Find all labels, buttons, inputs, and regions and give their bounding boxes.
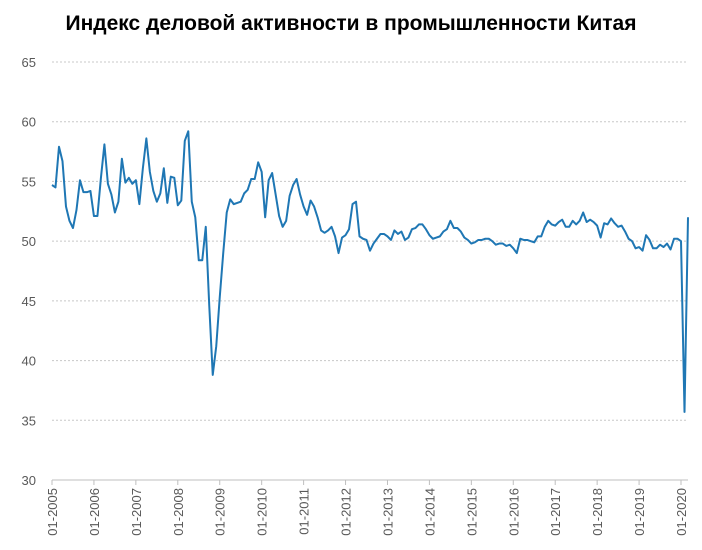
x-tick-label: 01-2018: [590, 488, 605, 536]
x-tick-label: 01-2013: [380, 488, 395, 536]
x-tick-label: 01-2015: [464, 488, 479, 536]
x-tick-label: 01-2005: [45, 488, 60, 536]
x-tick-label: 01-2014: [422, 488, 437, 536]
gridlines: [52, 61, 688, 421]
y-tick-labels: 30 35 40 45 50 55 60 65: [22, 55, 36, 488]
y-tick-label: 55: [22, 174, 36, 189]
y-tick-label: 50: [22, 234, 36, 249]
chart-title: Индекс деловой активности в промышленнос…: [65, 12, 637, 35]
x-tick-label: 01-2006: [87, 488, 102, 536]
x-tick-label: 01-2016: [506, 488, 521, 536]
y-tick-label: 65: [22, 55, 36, 70]
x-tick-label: 01-2009: [213, 488, 228, 536]
x-tick-label: 01-2019: [632, 488, 647, 536]
y-tick-label: 60: [22, 115, 36, 130]
x-tick-label: 01-2011: [297, 488, 312, 535]
x-tick-label: 01-2007: [129, 488, 144, 536]
x-tick-labels: 01-2005 01-2006 01-2007 01-2008 01-2009 01-20…: [45, 488, 689, 536]
x-tick-label: 01-2012: [339, 488, 354, 536]
series-layer: [51, 130, 689, 413]
x-tick-label: 01-2020: [674, 488, 689, 536]
y-tick-label: 40: [22, 354, 36, 369]
x-tick-label: 01-2017: [548, 488, 563, 536]
x-tick-label: 01-2008: [171, 488, 186, 536]
x-axis: [51, 479, 688, 485]
x-tick-label: 01-2010: [255, 488, 270, 536]
y-tick-label: 45: [22, 294, 36, 309]
series-line-pmi: [51, 130, 689, 413]
y-tick-label: 35: [22, 413, 36, 428]
y-tick-label: 30: [22, 473, 36, 488]
